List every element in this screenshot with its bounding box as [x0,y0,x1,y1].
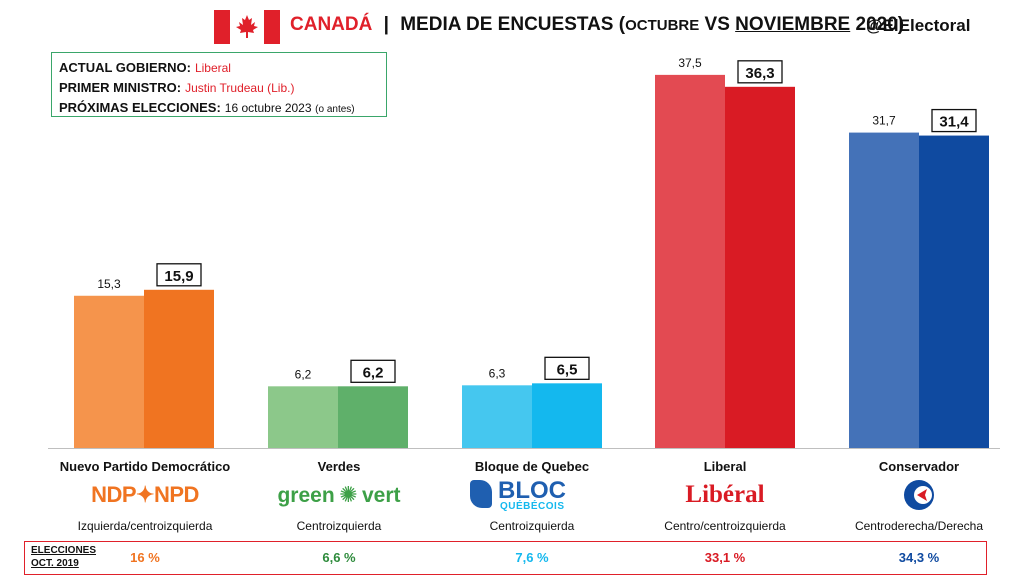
ndp-logo: NDP✦NPD [45,478,245,512]
government-info-box: ACTUAL GOBIERNO: Liberal PRIMER MINISTRO:… [51,52,387,117]
ideology-verdes: Centroizquierda [296,519,382,533]
label-octubre-liberal: 37,5 [678,56,702,70]
quebecois-logo-text: QUÉBÉCOIS [500,501,565,512]
elections-label-line2: OCT. 2019 [31,558,79,569]
title-november: NOVIEMBRE [735,14,851,35]
prime-minister-row: PRIMER MINISTRO: Justin Trudeau (Lib.) [59,78,379,98]
conservative-logo [819,478,1019,512]
label-box-noviembre-verdes [350,359,396,383]
election-result-ndp: 16 % [130,550,160,565]
title-october: OCTUBRE [625,17,700,34]
election-result-bloque: 7,6 % [515,550,549,565]
title-separator: | [383,14,389,35]
elections-label: ELECCIONES OCT. 2019 [31,544,96,570]
bloc-logo-text: BLOC [498,477,566,504]
government-row: ACTUAL GOBIERNO: Liberal [59,58,379,78]
label-noviembre-ndp: 15,9 [164,268,193,285]
title-end: 2020) [850,14,905,35]
liberal-logo: Libéral [625,478,825,512]
canada-flag-icon [214,10,280,44]
ideology-bloque: Centroizquierda [489,519,575,533]
label-octubre-ndp: 15,3 [97,277,121,291]
bloc-emblem-icon [470,480,492,508]
ideology-conservador: Centroderecha/Derecha [854,519,984,533]
bar-octubre-verdes [268,386,338,448]
bar-noviembre-verdes [338,386,408,448]
bar-noviembre-conservador [919,135,989,448]
title-country: CANADÁ [290,14,373,35]
label-noviembre-bloque: 6,5 [557,361,578,378]
next-elections-label: PRÓXIMAS ELECCIONES: [59,100,221,115]
party-name-verdes: Verdes [317,459,361,474]
next-elections-note: (o antes) [315,104,355,115]
prime-minister-value: Justin Trudeau (Lib.) [185,81,295,95]
author-handle: @ElElectoral [866,16,971,35]
bar-octubre-ndp [74,295,144,448]
green-logo-text: green [277,484,335,507]
label-noviembre-conservador: 31,4 [939,114,969,131]
title-main: MEDIA DE ENCUESTAS ( [400,14,626,35]
label-box-noviembre-bloque [544,356,590,380]
election-result-conservador: 34,3 % [898,550,940,565]
label-box-noviembre-conservador [931,108,977,133]
party-name-bloque: Bloque de Quebec [474,459,590,474]
elections-2019-row: ELECCIONES OCT. 2019 16 % 6,6 % 7,6 % 33… [24,541,987,575]
government-label: ACTUAL GOBIERNO: [59,60,191,75]
flower-icon: ✺ [339,482,358,507]
label-box-noviembre-liberal [737,60,783,84]
label-noviembre-verdes: 6,2 [363,364,384,381]
ideology-ndp: Izquierda/centroizquierda [77,519,213,533]
bar-octubre-liberal [655,74,725,448]
bar-octubre-bloque [462,385,532,448]
party-name-ndp: Nuevo Partido Democrático [59,459,231,474]
header: CANADÁ | MEDIA DE ENCUESTAS (OCTUBRE VS … [0,0,1024,50]
label-octubre-verdes: 6,2 [295,367,312,381]
title-vs: VS [699,14,736,35]
conservative-c-icon [904,480,934,510]
bar-noviembre-liberal [725,86,795,448]
page-title: CANADÁ | MEDIA DE ENCUESTAS (OCTUBRE VS … [290,14,904,36]
label-box-noviembre-ndp [156,263,202,287]
next-elections-row: PRÓXIMAS ELECCIONES: 16 octubre 2023 (o a… [59,98,379,119]
prime-minister-label: PRIMER MINISTRO: [59,80,182,95]
party-name-liberal: Liberal [703,459,747,474]
bar-noviembre-bloque [532,383,602,448]
bar-noviembre-ndp [144,289,214,448]
label-octubre-conservador: 31,7 [872,114,896,128]
green-party-logo: green ✺ vert [239,478,439,512]
elections-label-line1: ELECCIONES [31,545,97,556]
ideology-liberal: Centro/centroizquierda [664,519,786,533]
election-result-liberal: 33,1 % [704,550,746,565]
label-octubre-bloque: 6,3 [489,366,506,380]
ndp-logo-text: NDP✦NPD [91,482,199,507]
party-name-conservador: Conservador [878,459,960,474]
vert-logo-text: vert [362,484,401,507]
election-result-verdes: 6,6 % [322,550,356,565]
government-value: Liberal [194,61,231,75]
next-elections-value: 16 octubre 2023 [224,101,312,115]
bloc-logo: BLOC QUÉBÉCOIS [432,477,632,512]
label-noviembre-liberal: 36,3 [745,65,774,82]
bar-octubre-conservador [849,132,919,448]
liberal-logo-text: Libéral [685,481,765,508]
